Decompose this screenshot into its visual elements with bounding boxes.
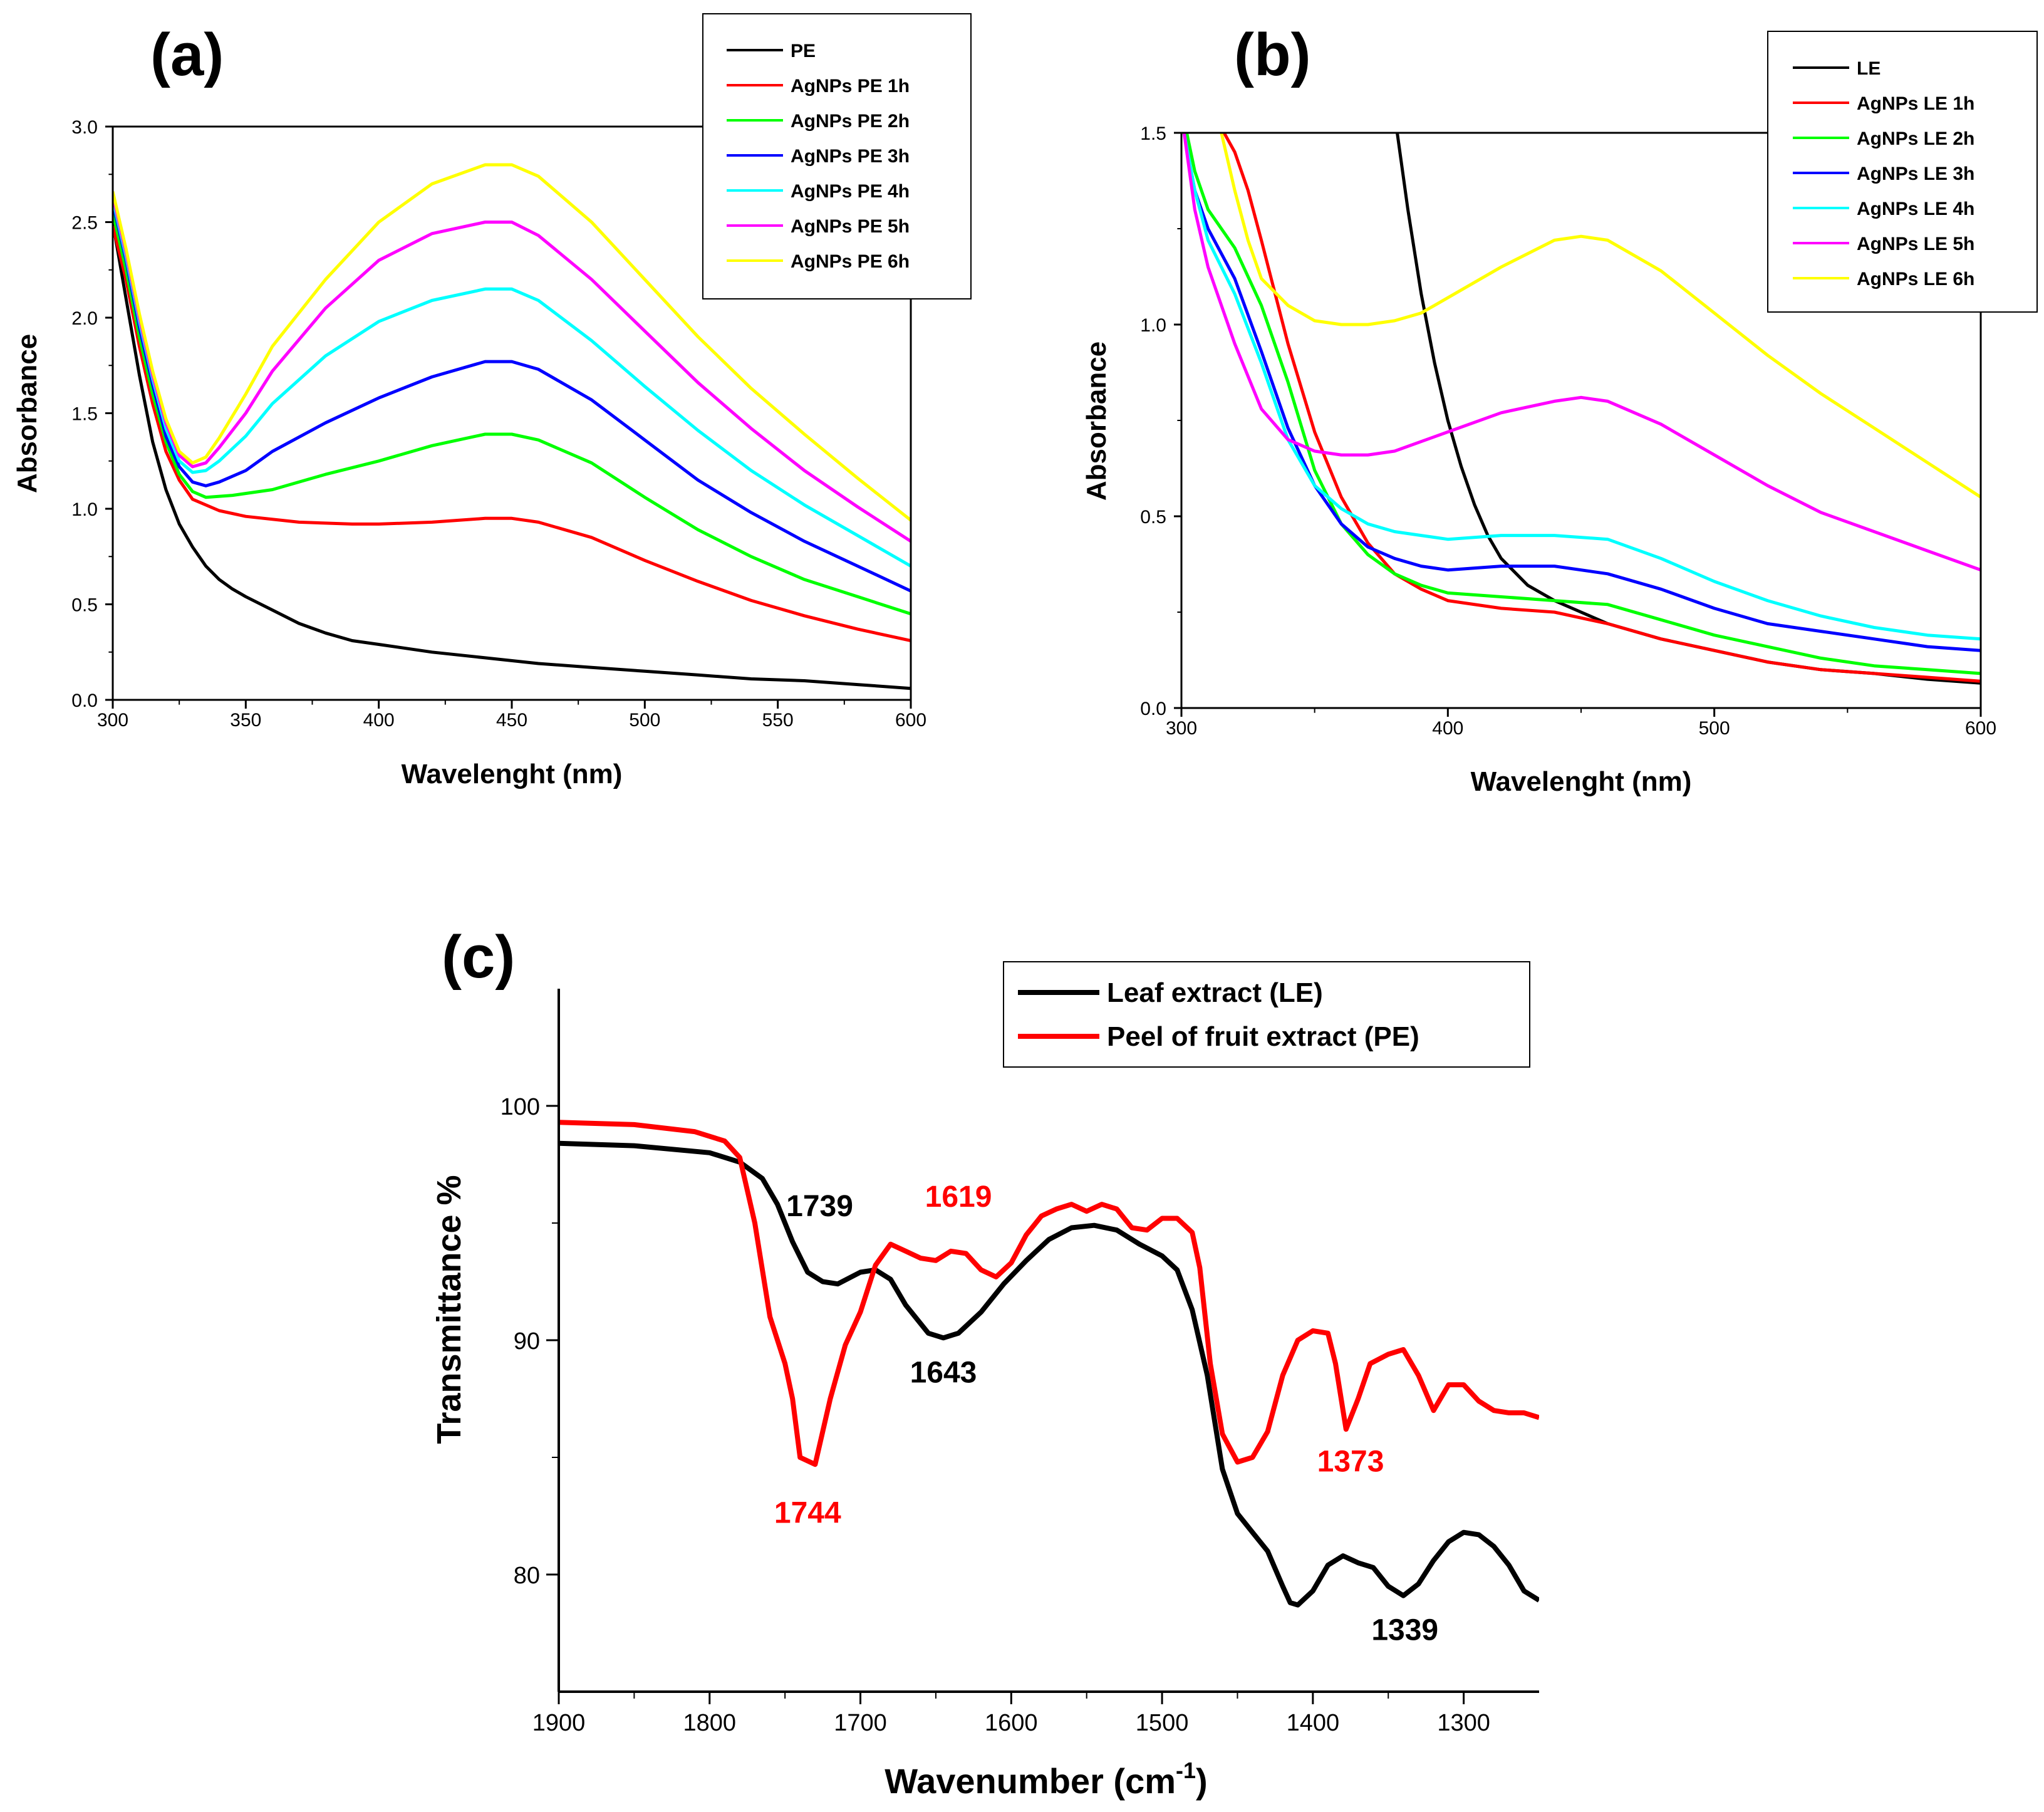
panel-c-annotation-1739: 1739 (786, 1190, 853, 1223)
panel-b-series-agnps-le-6h (1220, 133, 1981, 499)
panel-a-ytick-label-1: 1.0 (71, 499, 98, 520)
panel-b-ytick-label-1.5: 1.5 (1140, 123, 1166, 144)
panel-c-xtick-label-1500: 1500 (1136, 1710, 1189, 1736)
panel-c-ticks: 1900 1800 1700 1600 1500 1400 1300 80 90 100 (501, 1094, 1490, 1736)
panel-c-xlabel-suffix: ) (1196, 1761, 1208, 1801)
panel-c-xtick-label-1800: 1800 (683, 1710, 736, 1736)
panel-c-xtick-label-1600: 1600 (985, 1710, 1038, 1736)
panel-a-xtick-label-300: 300 (97, 710, 128, 731)
panel-c-annotation-1373: 1373 (1317, 1445, 1384, 1478)
panel-a-xtick-label-500: 500 (629, 710, 660, 731)
panel-a-series-pe (113, 222, 911, 690)
panel-b-legend: LE AgNPs LE 1h AgNPs LE 2h AgNPs LE 3h AgNPs… (1767, 31, 2038, 313)
panel-a-series-agnps-pe-6h (113, 163, 911, 522)
panel-c-xlabel: Wavenumber (cm-1) (885, 1757, 1207, 1801)
panel-a-label: (a) (150, 21, 224, 88)
panel-b-xtick-label-400: 400 (1432, 718, 1463, 739)
panel-a-legend-label-pe: PE (791, 41, 816, 61)
panel-b-series-agnps-le-3h (1182, 133, 1981, 652)
panel-b-xtick-label-500: 500 (1699, 718, 1730, 739)
panel-a-ylabel: Absorbance (12, 334, 43, 493)
panel-b-legend-label-agnps-le-3h: AgNPs LE 3h (1857, 164, 1974, 184)
panel-a-xtick-label-450: 450 (496, 710, 527, 731)
panel-c-series-leaf-extract-le (559, 1140, 1539, 1608)
panel-c-legend-items: Leaf extract (LE) Peel of fruit extract (… (1018, 977, 1419, 1052)
panel-b-legend-label-agnps-le-4h: AgNPs LE 4h (1857, 199, 1974, 219)
panel-b-ytick-label-1: 1.0 (1140, 315, 1166, 336)
panel-a-legend-label-agnps-pe-2h: AgNPs PE 2h (791, 111, 910, 132)
panel-c-series (559, 1120, 1539, 1608)
panel-c-annotation-1744: 1744 (774, 1497, 841, 1530)
panel-a-series-agnps-pe-1h (113, 225, 911, 642)
panel-a-ytick-label-1.5: 1.5 (71, 404, 98, 425)
panel-a-legend-items: PE AgNPs PE 1h AgNPs PE 2h AgNPs PE 3h AgNPs… (727, 41, 910, 272)
panel-c-xtick-label-1700: 1700 (834, 1710, 887, 1736)
panel-c-legend-box (1003, 961, 1530, 1068)
panel-a-ytick-label-3: 3.0 (71, 117, 98, 138)
panel-c-annotation-1619: 1619 (925, 1180, 992, 1214)
panel-b-legend-label-agnps-le-2h: AgNPs LE 2h (1857, 128, 1974, 149)
panel-c-series-peel-of-fruit-extract-pe (559, 1120, 1539, 1467)
panel-a-ytick-label-2.5: 2.5 (71, 213, 98, 234)
panel-c-ytick-label-90: 90 (514, 1328, 540, 1355)
panel-a-xtick-label-400: 400 (363, 710, 395, 731)
panel-a-legend: PE AgNPs PE 1h AgNPs PE 2h AgNPs PE 3h AgNPs… (702, 13, 972, 299)
panel-a-xtick-label-600: 600 (895, 710, 926, 731)
panel-c-legend: Leaf extract (LE) Peel of fruit extract (… (1003, 961, 1530, 1068)
panel-c-annotation-1339: 1339 (1371, 1614, 1438, 1647)
panel-c-ytick-label-100: 100 (501, 1094, 540, 1120)
panel-c-xlabel-superscript: -1 (1176, 1757, 1196, 1783)
panel-a-xtick-label-350: 350 (230, 710, 261, 731)
panel-c-legend-label-leaf-extract-le: Leaf extract (LE) (1107, 977, 1323, 1008)
panel-a-ytick-label-2: 2.0 (71, 308, 98, 329)
panel-b-series-agnps-le-2h (1185, 133, 1981, 675)
panel-b-ticks: 300 400 500 600 0.0 0.5 1.0 1.5 (1140, 123, 1996, 739)
panel-a-legend-label-agnps-pe-1h: AgNPs PE 1h (791, 76, 910, 96)
panel-a-legend-label-agnps-pe-5h: AgNPs PE 5h (791, 216, 910, 237)
panel-a-legend-label-agnps-pe-4h: AgNPs PE 4h (791, 181, 910, 202)
panel-b: (b) 300 400 500 600 0.0 0.5 1.0 1.5 Wavelenght … (1081, 21, 2038, 797)
panel-c-xtick-label-1400: 1400 (1287, 1710, 1340, 1736)
panel-b-xtick-label-600: 600 (1965, 718, 1996, 739)
panel-c-xtick-label-1900: 1900 (532, 1710, 586, 1736)
panel-c-annotation-1643: 1643 (910, 1356, 977, 1389)
panel-a: (a) 300 350 400 450 500 550 600 0.0 0.5 1.0 1.5 2.0… (12, 13, 972, 789)
panel-b-label: (b) (1234, 21, 1311, 88)
panel-b-legend-label-agnps-le-5h: AgNPs LE 5h (1857, 234, 1974, 254)
panel-a-legend-label-agnps-pe-3h: AgNPs PE 3h (791, 146, 910, 167)
panel-c-ylabel: Transmittance % (430, 1175, 468, 1444)
panel-b-series (1182, 133, 1981, 685)
panel-b-legend-label-agnps-le-6h: AgNPs LE 6h (1857, 269, 1974, 289)
panel-c-xlabel-main: Wavenumber (cm (885, 1761, 1176, 1801)
panel-b-ylabel: Absorbance (1081, 341, 1112, 501)
panel-b-legend-label-agnps-le-1h: AgNPs LE 1h (1857, 93, 1974, 114)
panel-b-ytick-label-0.5: 0.5 (1140, 507, 1166, 528)
panel-c-label: (c) (442, 924, 515, 991)
panel-a-legend-label-agnps-pe-6h: AgNPs PE 6h (791, 251, 910, 272)
panel-b-series-agnps-le-1h (1222, 133, 1981, 683)
panel-b-series-agnps-le-4h (1182, 133, 1981, 641)
panel-b-xlabel: Wavelenght (nm) (1471, 766, 1692, 797)
panel-a-ytick-label-0: 0.0 (71, 690, 98, 711)
panel-a-ticks: 300 350 400 450 500 550 600 0.0 0.5 1.0 1.5 2.0 2.5 3… (71, 117, 926, 731)
panel-b-ytick-label-0: 0.0 (1140, 699, 1166, 719)
panel-b-xtick-label-300: 300 (1166, 718, 1197, 739)
panel-a-series-agnps-pe-2h (113, 212, 911, 616)
panel-c-xtick-label-1300: 1300 (1437, 1710, 1490, 1736)
panel-a-xtick-label-550: 550 (762, 710, 794, 731)
panel-c-legend-label-peel-of-fruit-extract-pe: Peel of fruit extract (PE) (1107, 1021, 1419, 1052)
panel-b-legend-label-le: LE (1857, 58, 1881, 79)
panel-a-series-agnps-pe-3h (113, 202, 911, 593)
panel-c-annotations: 1739 1619 1643 1744 1373 1339 (774, 1180, 1438, 1647)
panel-b-series-agnps-le-5h (1182, 133, 1981, 572)
panel-b-legend-items: LE AgNPs LE 1h AgNPs LE 2h AgNPs LE 3h AgNPs… (1793, 58, 1974, 289)
panel-a-ytick-label-0.5: 0.5 (71, 595, 98, 616)
panel-a-series (113, 163, 911, 690)
panel-c-ytick-label-80: 80 (514, 1563, 540, 1589)
panel-c: (c) 1900 1800 1700 1600 1500 1400 13008090100 … (430, 924, 1539, 1801)
panel-a-xlabel: Wavelenght (nm) (402, 759, 623, 789)
